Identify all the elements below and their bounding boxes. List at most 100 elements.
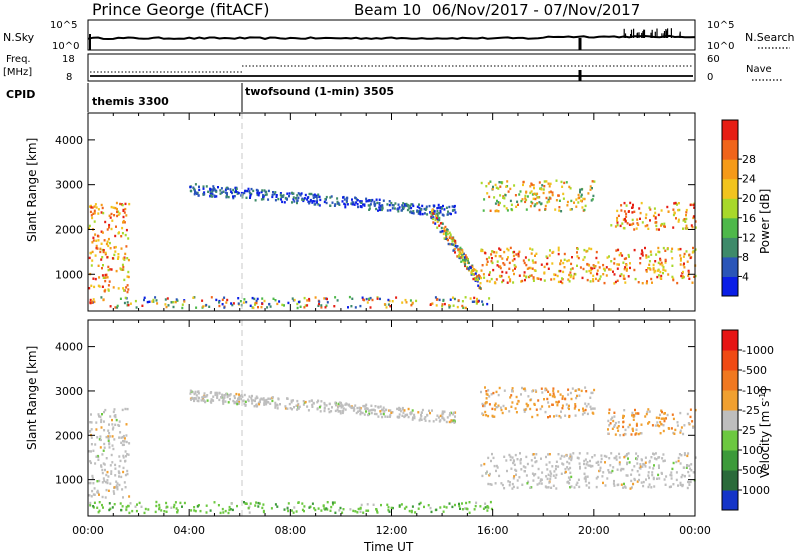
data-cell	[568, 404, 570, 407]
data-cell	[113, 408, 116, 411]
data-cell	[437, 203, 440, 207]
data-cell	[296, 194, 299, 197]
data-cell	[92, 277, 95, 280]
data-cell	[523, 408, 526, 411]
data-cell	[554, 476, 557, 479]
data-cell	[115, 201, 118, 205]
data-cell	[656, 275, 659, 279]
data-cell	[687, 271, 690, 274]
data-cell	[428, 409, 430, 412]
data-cell	[340, 406, 343, 409]
data-cell	[329, 509, 332, 512]
data-cell	[654, 269, 657, 273]
data-cell	[601, 475, 604, 478]
data-cell	[477, 300, 480, 303]
data-cell	[125, 214, 128, 217]
data-cell	[582, 258, 585, 261]
data-cell	[222, 400, 225, 403]
data-cell	[463, 258, 466, 261]
data-cell	[111, 461, 114, 464]
data-cell	[108, 508, 111, 512]
data-cell	[308, 506, 311, 509]
data-cell	[532, 276, 535, 279]
data-cell	[589, 459, 591, 463]
data-cell	[513, 272, 515, 276]
data-cell	[582, 197, 585, 201]
data-cell	[101, 285, 104, 288]
data-cell	[498, 255, 501, 258]
data-cell	[337, 405, 340, 409]
data-cell	[686, 260, 689, 263]
data-cell	[106, 470, 109, 474]
data-cell	[135, 306, 138, 309]
data-cell	[336, 197, 339, 200]
data-cell	[609, 422, 612, 425]
data-cell	[143, 298, 145, 302]
data-cell	[514, 468, 517, 472]
data-cell	[280, 198, 282, 201]
data-cell	[524, 466, 527, 469]
data-cell	[353, 203, 356, 206]
data-cell	[634, 408, 636, 412]
data-cell	[599, 275, 602, 278]
data-cell	[388, 200, 391, 203]
data-cell	[489, 271, 491, 274]
data-cell	[673, 211, 676, 214]
data-cell	[317, 507, 320, 510]
data-cell	[122, 496, 124, 499]
colorbar-tick-label: 100	[742, 444, 763, 457]
data-cell	[586, 475, 589, 478]
data-cell	[586, 461, 589, 464]
data-cell	[125, 423, 128, 426]
data-cell	[247, 187, 250, 191]
data-cell	[462, 258, 464, 261]
data-cell	[547, 390, 550, 393]
data-cell	[650, 277, 653, 281]
data-cell	[125, 286, 128, 289]
data-cell	[95, 428, 98, 431]
data-cell	[101, 267, 103, 270]
data-cell	[116, 306, 119, 309]
data-cell	[115, 484, 118, 487]
data-cell	[367, 413, 370, 417]
data-cell	[536, 413, 539, 417]
data-cell	[119, 459, 122, 463]
data-cell	[614, 421, 617, 425]
data-cell	[637, 281, 640, 284]
data-cell	[512, 461, 515, 465]
data-cell	[125, 245, 128, 248]
data-cell	[213, 187, 215, 190]
data-cell	[127, 453, 130, 456]
data-cell	[354, 404, 357, 407]
data-cell	[492, 456, 495, 460]
data-cell	[492, 185, 494, 189]
data-cell	[652, 452, 654, 455]
data-cell	[494, 202, 497, 205]
data-cell	[498, 386, 501, 390]
data-cell	[622, 486, 625, 489]
data-cell	[309, 199, 312, 202]
data-cell	[101, 468, 104, 472]
data-cell	[228, 505, 231, 509]
data-cell	[596, 269, 599, 272]
data-cell	[569, 208, 572, 211]
data-cell	[578, 485, 581, 489]
data-cell	[628, 223, 631, 226]
data-cell	[281, 200, 284, 204]
data-cell	[268, 303, 271, 306]
data-cell	[217, 186, 219, 189]
data-cell	[493, 464, 496, 468]
data-cell	[437, 416, 440, 419]
data-cell	[485, 257, 488, 261]
data-cell	[502, 262, 505, 265]
data-cell	[679, 247, 682, 251]
data-cell	[227, 195, 230, 199]
data-cell	[199, 509, 202, 513]
data-cell	[342, 196, 344, 199]
data-cell	[253, 297, 256, 301]
data-cell	[667, 427, 670, 430]
data-cell	[256, 297, 259, 301]
data-cell	[97, 284, 100, 287]
data-cell	[411, 409, 414, 412]
data-cell	[662, 271, 664, 275]
